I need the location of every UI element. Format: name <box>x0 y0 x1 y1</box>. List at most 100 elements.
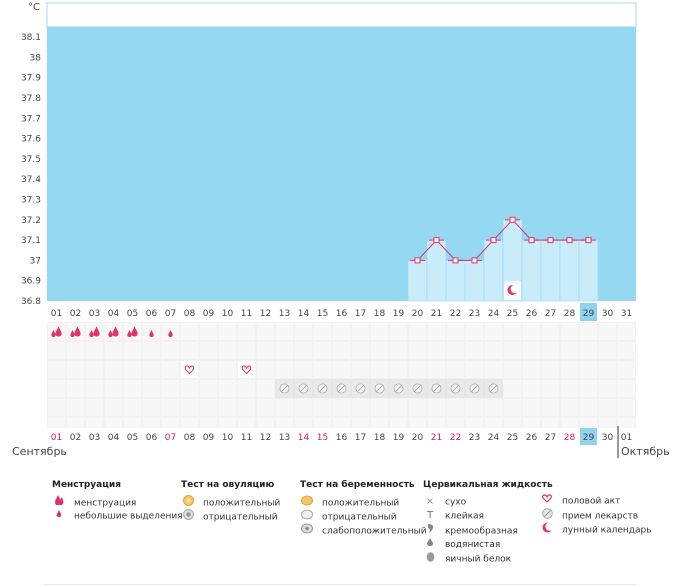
grid-cell <box>66 379 85 398</box>
day-label: 17 <box>355 309 366 319</box>
grid-cell <box>579 379 598 398</box>
drop-icon <box>93 326 100 337</box>
grid-cell <box>503 379 522 398</box>
grid-cell <box>237 322 256 341</box>
legend-label: сухо <box>445 497 467 508</box>
grid-cell <box>218 360 237 379</box>
day-label: 31 <box>621 309 632 319</box>
temperature-point <box>547 237 554 244</box>
day-label: 15 <box>317 309 328 319</box>
pill-line <box>471 385 478 392</box>
grid-cell <box>218 322 237 341</box>
bottom-day-label: 11 <box>241 433 252 443</box>
grid-cell <box>522 360 541 379</box>
grid-cell <box>446 341 465 360</box>
grid-cell <box>408 360 427 379</box>
grid-cell <box>47 360 66 379</box>
day-label: 07 <box>165 309 176 319</box>
grid-cell <box>560 341 579 360</box>
grid-cell <box>85 341 104 360</box>
legend-item: половой акт <box>540 494 652 508</box>
bottom-day-label: 22 <box>450 433 461 443</box>
heart-icon <box>540 494 554 508</box>
drop-icon <box>55 326 62 337</box>
grid-cell <box>313 398 332 417</box>
grid-cell <box>522 379 541 398</box>
grid-cell <box>541 360 560 379</box>
temperature-point <box>585 237 592 244</box>
day-label: 06 <box>146 309 158 319</box>
temperature-bar <box>426 239 447 302</box>
drop-icon <box>70 330 75 337</box>
grid-cell <box>123 379 142 398</box>
y-tick-label: 37.3 <box>21 196 41 206</box>
grid-cell <box>503 322 522 341</box>
grid-cell <box>541 341 560 360</box>
month-label-left: Сентябрь <box>12 445 67 458</box>
drop-icon <box>52 495 66 511</box>
pill-line <box>376 385 383 392</box>
y-tick-label: 37.2 <box>21 216 41 226</box>
pregnancy-positive-icon <box>300 495 314 511</box>
day-row-bottom <box>47 428 636 445</box>
drop-icon <box>112 326 119 337</box>
grid-cell <box>427 341 446 360</box>
footer-divider <box>44 584 636 585</box>
grid-cell <box>161 379 180 398</box>
bottom-day-label: 12 <box>260 433 271 443</box>
bottom-day-label: 16 <box>336 433 348 443</box>
day-label: 05 <box>127 309 138 319</box>
grid-cell <box>142 398 161 417</box>
bottom-day-label: 20 <box>412 433 424 443</box>
grid-cell <box>522 341 541 360</box>
y-tick-label: 36.8 <box>21 297 41 307</box>
grid-cell <box>180 322 199 341</box>
today-highlight <box>580 303 597 321</box>
legend-label: кремообразная <box>445 526 518 537</box>
legend-item: яичный белок <box>423 551 553 565</box>
pill-line <box>357 385 364 392</box>
grid-cell <box>47 341 66 360</box>
grid-cell <box>275 341 294 360</box>
grid-cell <box>85 379 104 398</box>
day-label: 29 <box>583 309 595 319</box>
drop-icon <box>168 330 173 337</box>
bottom-day-label: 02 <box>70 433 81 443</box>
legend-title: Тест на беременность <box>300 480 415 490</box>
grid-cell <box>522 322 541 341</box>
legend-label: лунный календарь <box>562 525 652 536</box>
temperature-point <box>528 237 535 244</box>
legend-item: лунный календарь <box>540 522 652 536</box>
today-highlight-bottom <box>580 428 597 445</box>
legend-item: положительный <box>300 495 427 509</box>
sticky-icon: T <box>426 510 434 521</box>
bottom-day-label: 03 <box>89 433 100 443</box>
day-label: 25 <box>507 309 518 319</box>
drop-icon <box>127 330 132 337</box>
grid-cell <box>161 341 180 360</box>
legend-label: клейкая <box>445 511 484 522</box>
bottom-day-label: 13 <box>279 433 290 443</box>
grid-cell <box>123 360 142 379</box>
grid-cell <box>294 360 313 379</box>
legend-label: половой акт <box>562 496 621 507</box>
grid-cell <box>199 379 218 398</box>
y-tick-label: 37.1 <box>21 236 41 246</box>
grid-cell <box>294 341 313 360</box>
grid-cell <box>541 379 560 398</box>
temperature-bar <box>578 239 599 302</box>
grid-cell <box>579 341 598 360</box>
grid-cell <box>275 322 294 341</box>
y-tick-label: 37.8 <box>21 94 41 104</box>
drop-icon <box>149 330 154 337</box>
bottom-day-label: 29 <box>583 433 595 443</box>
bottom-day-label: 07 <box>165 433 176 443</box>
pill-icon <box>540 508 554 524</box>
grid-cell <box>579 322 598 341</box>
grid-cell <box>237 398 256 417</box>
bottom-day-label: 10 <box>222 433 234 443</box>
grid-cell <box>313 341 332 360</box>
grid-cell <box>104 398 123 417</box>
day-label: 11 <box>241 309 252 319</box>
grid-cell <box>332 398 351 417</box>
